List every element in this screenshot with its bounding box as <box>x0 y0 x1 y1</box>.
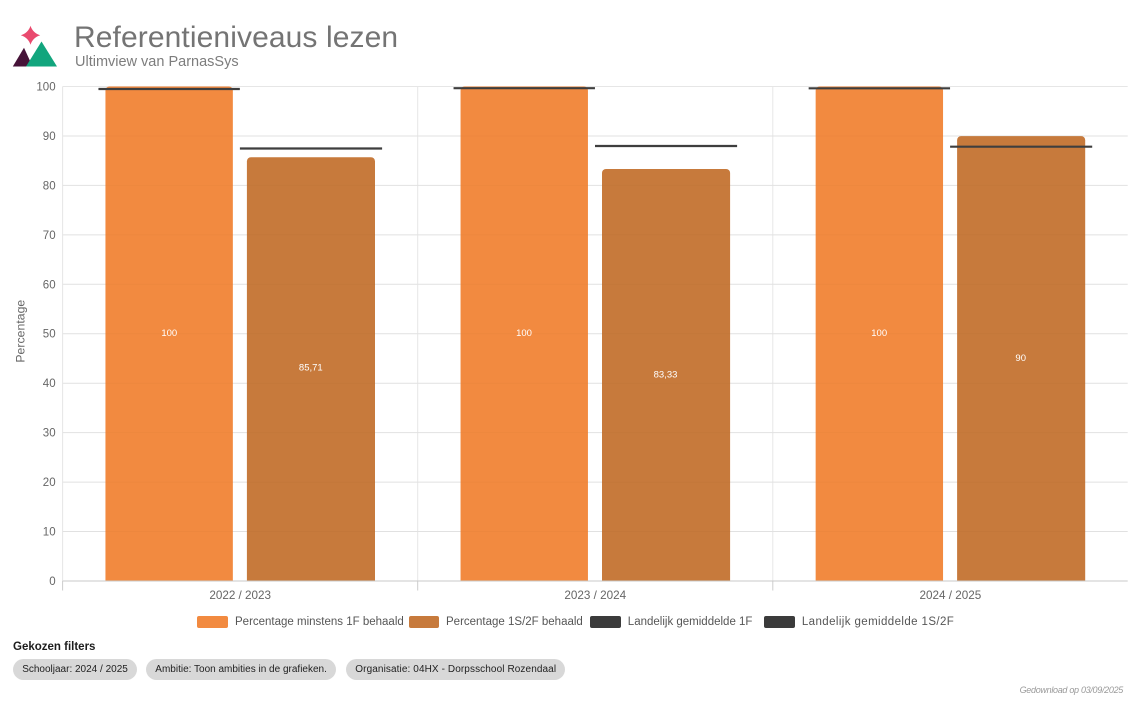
svg-text:100: 100 <box>161 328 177 339</box>
svg-text:Percentage: Percentage <box>13 300 27 363</box>
svg-text:0: 0 <box>49 576 55 588</box>
svg-text:2023 / 2024: 2023 / 2024 <box>564 589 626 602</box>
svg-text:90: 90 <box>43 131 56 143</box>
svg-text:80: 80 <box>43 180 56 192</box>
svg-text:2022 / 2023: 2022 / 2023 <box>209 589 271 602</box>
svg-text:20: 20 <box>43 477 56 489</box>
svg-text:30: 30 <box>43 428 56 440</box>
svg-text:60: 60 <box>43 279 56 291</box>
svg-text:100: 100 <box>36 82 55 94</box>
svg-text:2024 / 2025: 2024 / 2025 <box>920 589 982 602</box>
svg-text:90: 90 <box>1015 353 1026 364</box>
svg-text:100: 100 <box>871 328 887 339</box>
svg-text:85,71: 85,71 <box>299 363 323 374</box>
svg-text:83,33: 83,33 <box>654 369 678 380</box>
svg-text:10: 10 <box>43 527 56 539</box>
svg-text:100: 100 <box>516 328 532 339</box>
svg-text:50: 50 <box>43 329 56 341</box>
svg-text:40: 40 <box>43 378 56 390</box>
svg-text:70: 70 <box>43 230 56 242</box>
